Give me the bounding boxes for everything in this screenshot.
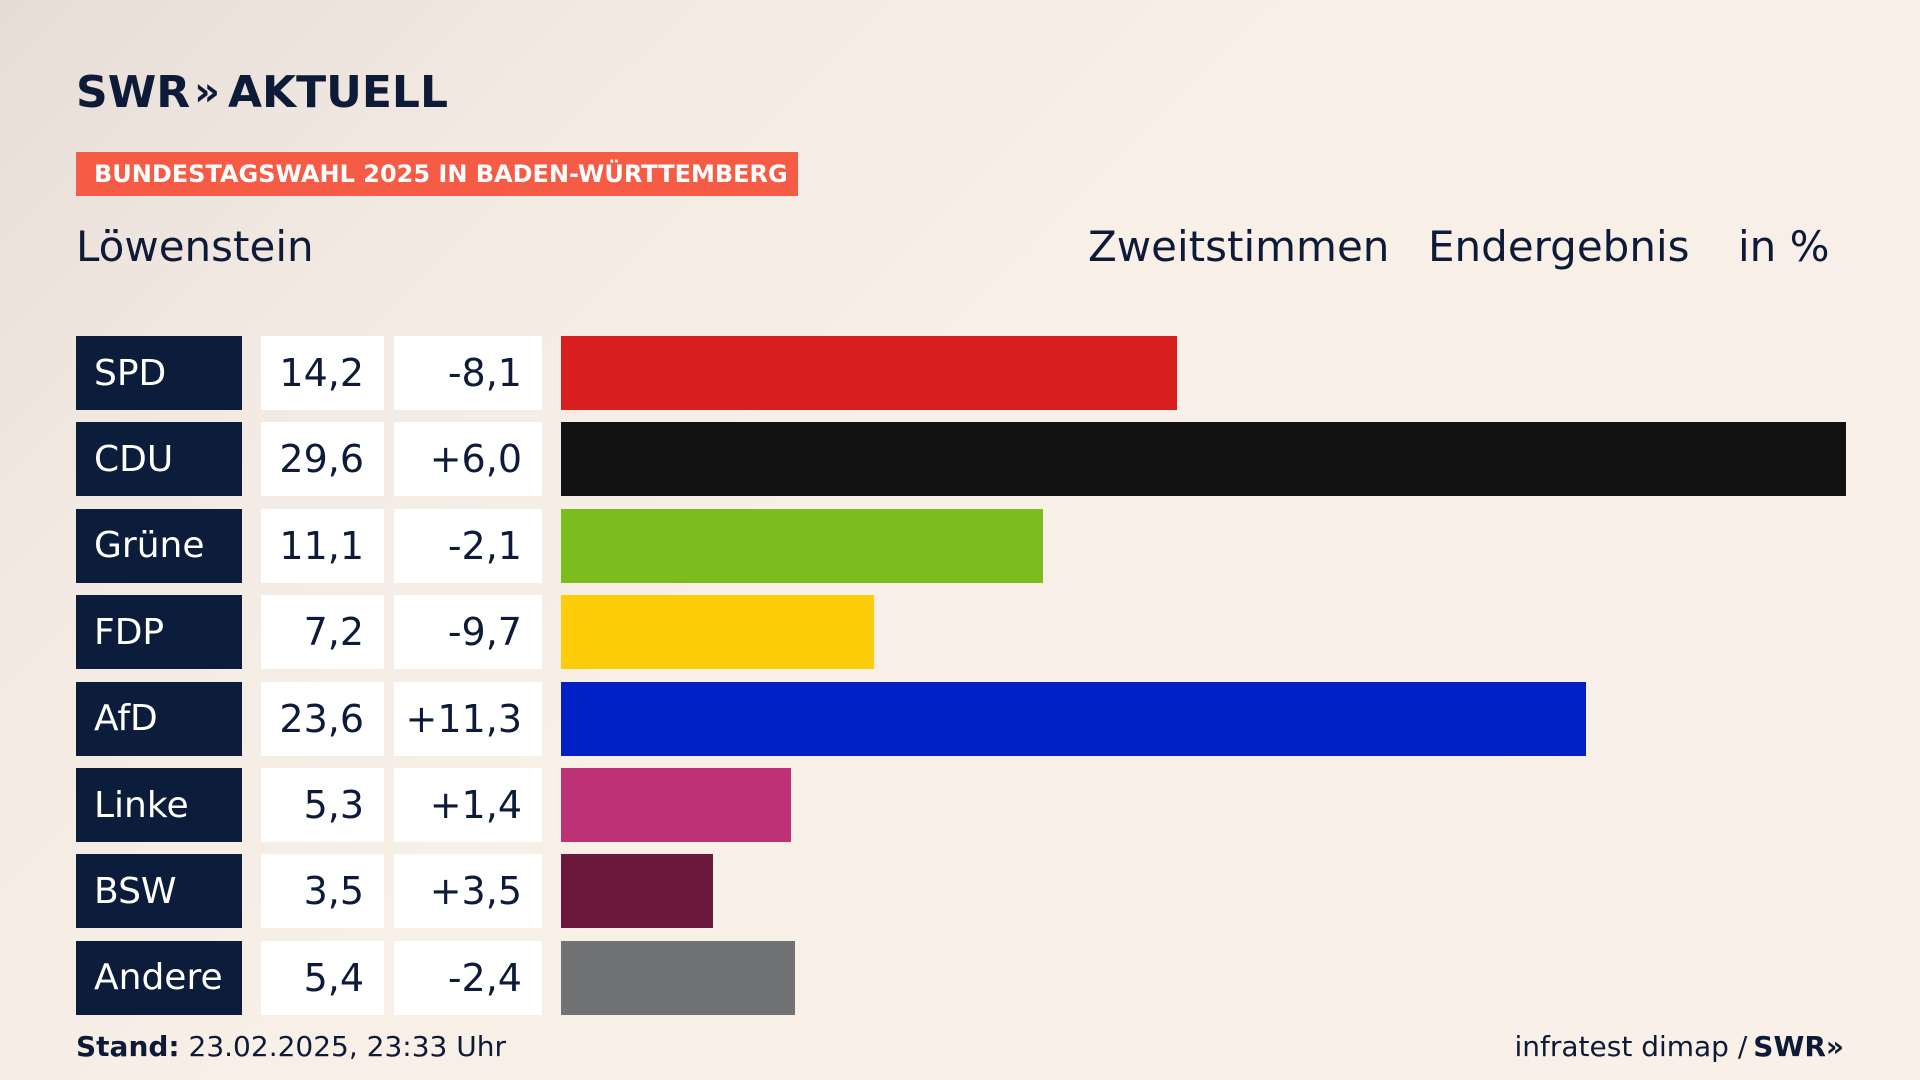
chart-row: BSW 3,5 +3,5 bbox=[0, 854, 1920, 929]
diff-label: +3,5 bbox=[394, 854, 542, 929]
value-label: 5,4 bbox=[261, 940, 384, 1015]
bar bbox=[561, 595, 874, 670]
header-zweitstimmen: Zweitstimmen bbox=[1088, 222, 1390, 271]
source-text: infratest dimap / bbox=[1514, 1030, 1748, 1063]
diff-label: +6,0 bbox=[394, 422, 542, 497]
bar bbox=[561, 854, 713, 929]
chart-row: Linke 5,3 +1,4 bbox=[0, 768, 1920, 842]
value-label: 5,3 bbox=[261, 768, 384, 842]
value-label: 11,1 bbox=[261, 508, 384, 583]
bar bbox=[561, 336, 1178, 410]
source-credit: infratest dimap / SWR» bbox=[1514, 1030, 1844, 1063]
logo-aktuell-text: AKTUELL bbox=[227, 66, 448, 118]
diff-label: -2,4 bbox=[394, 940, 542, 1015]
party-label: SPD bbox=[76, 336, 242, 410]
diff-label: -9,7 bbox=[394, 595, 542, 670]
swr-small-logo: SWR» bbox=[1753, 1030, 1844, 1063]
party-label: FDP bbox=[76, 595, 242, 670]
bar bbox=[561, 508, 1043, 583]
stand-label: Stand: bbox=[76, 1030, 180, 1063]
diff-label: +1,4 bbox=[394, 768, 542, 842]
logo-chevron-icon: » bbox=[194, 69, 220, 115]
chart-row: AfD 23,6 +11,3 bbox=[0, 681, 1920, 756]
diff-label: -8,1 bbox=[394, 336, 542, 410]
value-label: 7,2 bbox=[261, 595, 384, 670]
party-label: BSW bbox=[76, 854, 242, 929]
value-label: 3,5 bbox=[261, 854, 384, 929]
stand-value: 23.02.2025, 23:33 Uhr bbox=[188, 1030, 506, 1063]
header-endergebnis: Endergebnis bbox=[1428, 222, 1690, 271]
timestamp: Stand: 23.02.2025, 23:33 Uhr bbox=[76, 1030, 506, 1063]
diff-label: -2,1 bbox=[394, 508, 542, 583]
chart-row: Andere 5,4 -2,4 bbox=[0, 940, 1920, 1015]
logo-swr-text: SWR bbox=[76, 66, 191, 118]
swr-aktuell-logo: SWR » AKTUELL bbox=[76, 66, 448, 118]
bar bbox=[561, 940, 796, 1015]
party-label: Linke bbox=[76, 768, 242, 842]
chart-row: CDU 29,6 +6,0 bbox=[0, 422, 1920, 497]
chart-row: SPD 14,2 -8,1 bbox=[0, 336, 1920, 410]
chart-row: FDP 7,2 -9,7 bbox=[0, 595, 1920, 670]
value-label: 14,2 bbox=[261, 336, 384, 410]
bar bbox=[561, 681, 1586, 756]
diff-label: +11,3 bbox=[394, 681, 542, 756]
bar bbox=[561, 768, 792, 842]
value-label: 29,6 bbox=[261, 422, 384, 497]
header-unit: in % bbox=[1738, 222, 1830, 271]
chart-row: Grüne 11,1 -2,1 bbox=[0, 508, 1920, 583]
party-label: AfD bbox=[76, 681, 242, 756]
bar bbox=[561, 422, 1846, 497]
party-label: Andere bbox=[76, 940, 242, 1015]
election-banner: BUNDESTAGSWAHL 2025 IN BADEN-WÜRTTEMBERG bbox=[76, 152, 798, 196]
party-label: Grüne bbox=[76, 508, 242, 583]
value-label: 23,6 bbox=[261, 681, 384, 756]
place-title: Löwenstein bbox=[76, 222, 314, 271]
party-label: CDU bbox=[76, 422, 242, 497]
